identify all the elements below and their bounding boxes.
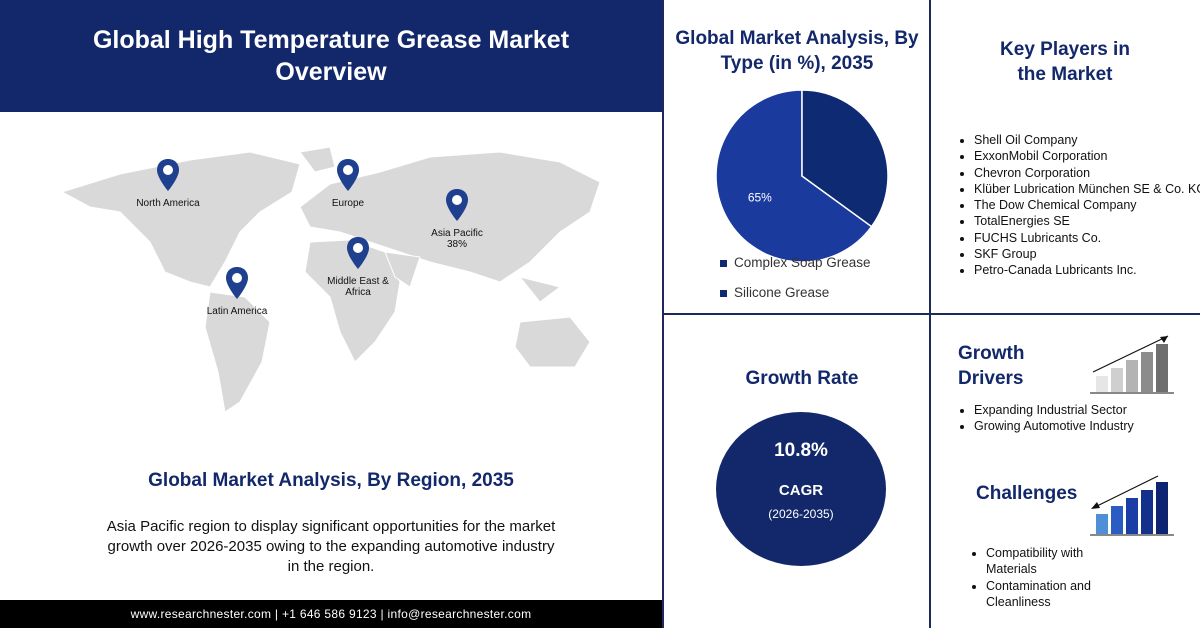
- pin-name: Latin America: [206, 306, 268, 317]
- pin-hole: [232, 273, 242, 283]
- footer: www.researchnester.com | +1 646 586 9123…: [0, 600, 662, 628]
- world-map: [60, 146, 601, 412]
- pin-share: 38%: [446, 239, 467, 250]
- pin-name: Asia Pacific: [431, 228, 483, 239]
- pin-name: Europe: [331, 198, 365, 209]
- list-item: ExxonMobil Corporation: [974, 148, 1200, 164]
- cagr-period: (2026-2035): [768, 507, 834, 521]
- drivers-list: Expanding Industrial SectorGrowing Autom…: [958, 402, 1200, 435]
- pin-label: Asia Pacific 38%: [422, 228, 492, 250]
- list-item: Klüber Lubrication München SE & Co. KG: [974, 181, 1200, 197]
- pin-label: Middle East & Africa: [323, 276, 393, 298]
- pin-hole: [343, 165, 353, 175]
- pie-label: 65%: [748, 190, 772, 204]
- legend-swatch: [720, 290, 727, 297]
- players-title: Key Players in the Market: [1000, 39, 1130, 85]
- header: Global High Temperature Grease Market Ov…: [0, 0, 662, 112]
- legend-swatch: [720, 260, 727, 267]
- list-item: Contamination and Cleanliness: [986, 578, 1136, 611]
- list-item: Shell Oil Company: [974, 132, 1200, 148]
- challenges-list: Compatibility with MaterialsContaminatio…: [970, 545, 1136, 610]
- pin-label: North America: [133, 198, 203, 209]
- pie-chart: 65% Complex Soap Grease Silicone Grease: [715, 89, 889, 300]
- pie-slice: [801, 89, 889, 228]
- region-title: Global Market Analysis, By Region, 2035: [148, 470, 514, 491]
- players-list: Shell Oil CompanyExxonMobil CorporationC…: [958, 132, 1200, 279]
- list-item: TotalEnergies SE: [974, 213, 1200, 229]
- challenges-title: Challenges: [976, 483, 1078, 504]
- list-item: Expanding Industrial Sector: [974, 402, 1200, 418]
- pin-label: Latin America: [202, 306, 272, 317]
- map-pin: [446, 189, 468, 221]
- drivers-title: Growth Drivers: [958, 343, 1025, 389]
- pin-hole: [452, 195, 462, 205]
- list-item: Compatibility with Materials: [986, 545, 1136, 578]
- pin-name: North America: [136, 198, 200, 209]
- pin-hole: [353, 243, 363, 253]
- growth-title: Growth Rate: [745, 368, 859, 389]
- pie-title: Global Market Analysis, By Type (in %), …: [675, 28, 919, 74]
- list-item: The Dow Chemical Company: [974, 197, 1200, 213]
- pin-hole: [163, 165, 173, 175]
- list-item: Chevron Corporation: [974, 165, 1200, 181]
- legend-label: Silicone Grease: [734, 285, 829, 300]
- list-item: Growing Automotive Industry: [974, 418, 1200, 434]
- list-item: FUCHS Lubricants Co.: [974, 230, 1200, 246]
- cagr-circle: 10.8% CAGR (2026-2035): [716, 412, 886, 566]
- region-text: Asia Pacific region to display significa…: [106, 518, 556, 575]
- map-pin: [157, 159, 179, 191]
- pin-label: Europe: [313, 198, 383, 209]
- legend-label: Complex Soap Grease: [734, 255, 871, 270]
- cagr-value: 10.8%: [774, 440, 828, 461]
- cagr-label: CAGR: [778, 482, 824, 499]
- header-title: Global High Temperature Grease Market Ov…: [92, 26, 570, 86]
- challenges-icon: [1090, 475, 1174, 536]
- map-pin: [226, 267, 248, 299]
- map-pin: [337, 159, 359, 191]
- growth-icon: [1090, 335, 1174, 394]
- pin-name: Middle East & Africa: [327, 276, 389, 298]
- list-item: SKF Group: [974, 246, 1200, 262]
- list-item: Petro-Canada Lubricants Inc.: [974, 262, 1200, 278]
- map-pin: [347, 237, 369, 269]
- divider: [662, 313, 1200, 315]
- pie-slice: [715, 89, 873, 263]
